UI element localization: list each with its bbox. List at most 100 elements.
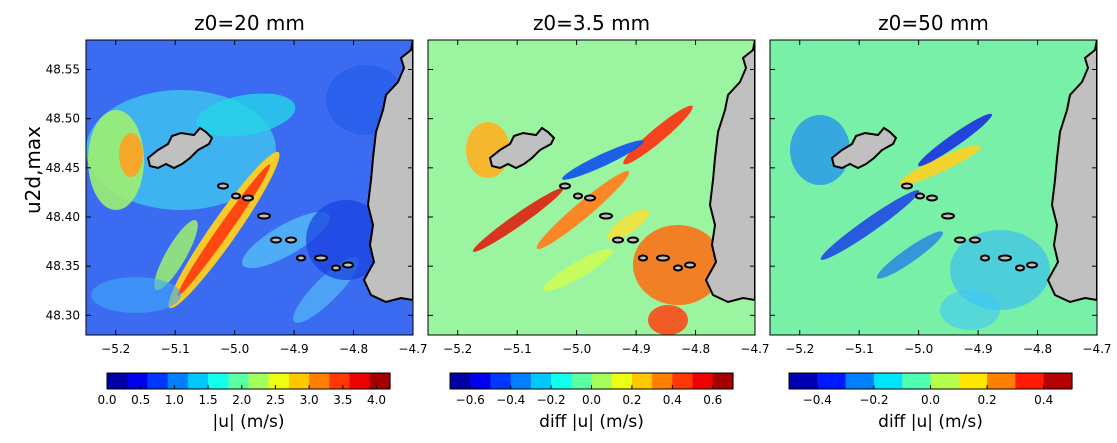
island-small — [270, 236, 282, 244]
colorbar-label: |u| (m/s) — [212, 412, 284, 432]
colorbar-segment — [248, 373, 270, 389]
field-feature — [119, 133, 143, 177]
colorbar-segment — [288, 373, 310, 389]
field-feature — [623, 105, 693, 165]
panel-title: z0=50 mm — [878, 11, 989, 35]
island-main — [488, 126, 556, 170]
island-small — [242, 194, 254, 202]
colorbar-segment — [107, 373, 128, 389]
field-feature — [820, 190, 920, 260]
island-small — [954, 236, 966, 244]
colorbar-tick-label: 0.5 — [131, 393, 150, 407]
colorbar: 0.0 0.5 1.0 1.5 2.0 2.5 3.0 3.5 4.0 |u| (m/s) — [97, 372, 391, 432]
y-tick-label: 48.35 — [46, 259, 80, 273]
island-small — [257, 212, 271, 220]
coastline — [362, 40, 413, 304]
x-tick-label: −4.8 — [339, 342, 368, 356]
colorbar-segment — [1043, 373, 1073, 389]
island-small — [980, 254, 990, 262]
colorbar-tick-label: 0.2 — [622, 393, 641, 407]
colorbar-segment — [672, 373, 694, 389]
colorbar-tick-label: −0.4 — [803, 393, 832, 407]
island-small — [998, 254, 1012, 262]
field — [770, 40, 1097, 335]
field-feature — [790, 115, 850, 185]
colorbar-segment — [208, 373, 229, 389]
colorbar-segment — [987, 373, 1016, 389]
island-small — [342, 261, 354, 269]
panel-frame — [427, 39, 756, 336]
colorbar-tick-label: 0.6 — [703, 393, 722, 407]
colorbar-segment — [510, 373, 532, 389]
y-tick-label: 48.55 — [46, 63, 80, 77]
island-small — [331, 264, 341, 272]
x-tick-label: −5.0 — [562, 342, 591, 356]
island-small — [599, 212, 613, 220]
field — [86, 40, 413, 335]
panel-frame — [769, 39, 1098, 336]
colorbar-tick-label: 0.0 — [582, 393, 601, 407]
colorbar-segment — [147, 373, 169, 389]
panel-1: z0=20 mm −5.2 −5.1 −5.0 −4.9 −4.8 −4.7 48.30 48.… — [46, 11, 428, 432]
island-small — [627, 236, 639, 244]
colorbar-segment — [958, 373, 988, 389]
island-main — [146, 126, 214, 170]
island-small — [941, 212, 955, 220]
colorbar-segment — [228, 373, 250, 389]
x-tick-label: −5.2 — [785, 342, 814, 356]
panel-3: z0=50 mm −5.2 −5.1 −5.0 −4.9 −4.8 −4.7 −0.4 −0.2… — [769, 11, 1112, 432]
y-tick-label: 48.30 — [46, 308, 80, 322]
colorbar-tick-label: 2.0 — [232, 393, 251, 407]
field-background — [770, 40, 1097, 335]
colorbar-segment — [127, 373, 149, 389]
x-tick-label: −4.9 — [622, 342, 651, 356]
colorbar-segment — [530, 373, 552, 389]
colorbar-segment — [817, 373, 847, 389]
x-tick-label: −5.2 — [101, 342, 130, 356]
colorbar-label: diff |u| (m/s) — [539, 412, 644, 432]
colorbar: −0.6 −0.4 −0.2 0.0 0.2 0.4 0.6 diff |u| (m/s) — [449, 372, 734, 432]
colorbar-tick-label: −0.6 — [456, 393, 485, 407]
island-small — [673, 264, 683, 272]
colorbar-tick-label: −0.4 — [496, 393, 525, 407]
coastline — [704, 40, 755, 304]
island-small — [217, 182, 229, 190]
island-small — [285, 236, 297, 244]
colorbar-segment — [450, 373, 471, 389]
colorbar-segment — [591, 373, 613, 389]
colorbar-tick-label: −0.2 — [537, 393, 566, 407]
island-small — [573, 192, 583, 200]
colorbar-segment — [268, 373, 290, 389]
x-tick-label: −4.8 — [1023, 342, 1052, 356]
x-tick-label: −4.7 — [740, 342, 769, 356]
colorbar-tick-label: 0.0 — [921, 393, 940, 407]
colorbar-tick-label: 2.5 — [266, 393, 285, 407]
colorbar-tick-label: 0.4 — [663, 393, 682, 407]
x-tick-label: −4.9 — [280, 342, 309, 356]
x-tick-label: −4.7 — [398, 342, 427, 356]
x-tick-label: −5.1 — [845, 342, 874, 356]
colorbar-frame — [106, 372, 391, 390]
x-tick-label: −5.1 — [161, 342, 190, 356]
x-tick-label: −4.9 — [964, 342, 993, 356]
x-tick-label: −4.8 — [681, 342, 710, 356]
island-small — [969, 236, 981, 244]
field-feature — [91, 277, 181, 313]
colorbar-segment — [309, 373, 330, 389]
colorbar-segment — [712, 373, 734, 389]
island-small — [656, 254, 670, 262]
island-small — [584, 194, 596, 202]
island-small — [1015, 264, 1025, 272]
field-feature — [196, 93, 296, 137]
x-tick-label: −4.7 — [1082, 342, 1111, 356]
island-small — [638, 254, 648, 262]
island-small — [684, 261, 696, 269]
colorbar-tick-label: 1.0 — [165, 393, 184, 407]
x-tick-label: −5.2 — [443, 342, 472, 356]
colorbar-segment — [789, 373, 818, 389]
colorbar-segment — [873, 373, 903, 389]
colorbar-segment — [902, 373, 932, 389]
colorbar-segment — [551, 373, 572, 389]
colorbar-segment — [349, 373, 371, 389]
field-feature — [940, 290, 1000, 330]
